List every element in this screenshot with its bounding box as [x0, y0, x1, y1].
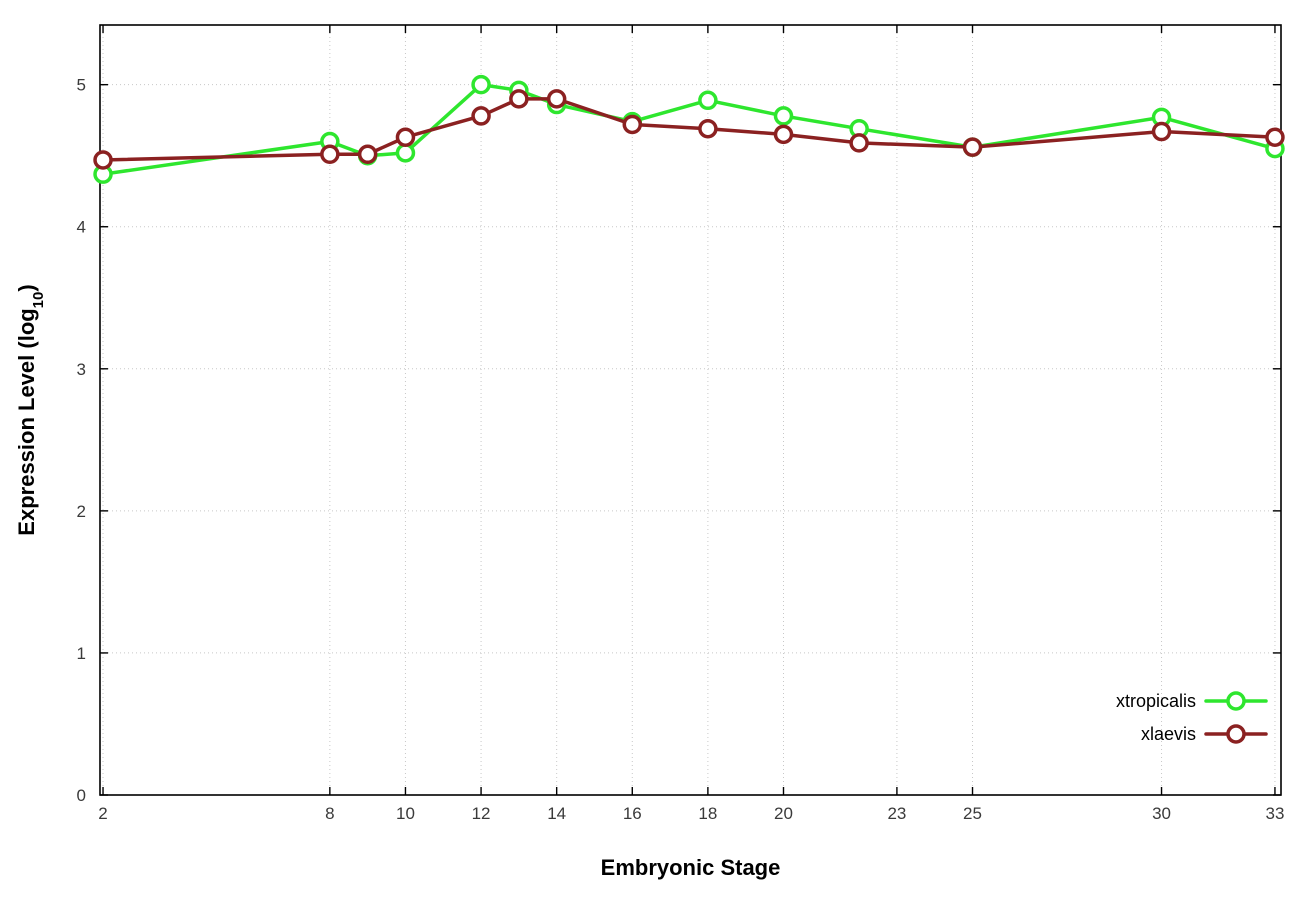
series-marker-xlaevis [1151, 121, 1172, 142]
series-marker-xlaevis [622, 114, 643, 135]
y-tick-label: 5 [77, 76, 86, 95]
x-tick-label: 25 [963, 804, 982, 823]
chart-grid [100, 25, 1281, 796]
x-tick-label: 18 [698, 804, 717, 823]
legend-label-xlaevis: xlaevis [1141, 724, 1196, 744]
y-axis-title-text: Expression Level (log10) [14, 284, 47, 535]
plot-box [99, 24, 1282, 796]
y-axis-title: Expression Level (log10) [14, 284, 47, 535]
x-tick-label: 8 [325, 804, 334, 823]
x-tick-label: 20 [774, 804, 793, 823]
series-marker-xlaevis [320, 144, 340, 165]
series-marker-xlaevis [395, 127, 416, 147]
x-tick-label: 23 [887, 804, 906, 823]
x-tick-label: 12 [472, 804, 491, 823]
plot-border [99, 24, 1282, 796]
series-marker-xlaevis [962, 137, 983, 157]
data-series [93, 74, 1285, 184]
y-tick-label: 3 [77, 360, 86, 379]
y-tick-label: 4 [77, 218, 86, 237]
legend-marker-xtropicalis [1226, 691, 1246, 711]
series-marker-xtropicalis [395, 143, 416, 163]
y-tick-label: 1 [77, 644, 86, 663]
x-axis-title: Embryonic Stage [601, 855, 781, 880]
series-marker-xtropicalis [773, 106, 794, 126]
x-tick-label: 14 [547, 804, 566, 823]
series-marker-xlaevis [471, 106, 491, 126]
axis-ticks [100, 25, 1281, 796]
series-marker-xlaevis [849, 133, 869, 153]
y-tick-label: 0 [77, 786, 86, 805]
series-marker-xlaevis [773, 124, 794, 145]
legend-label-xtropicalis: xtropicalis [1116, 691, 1196, 711]
series-marker-xtropicalis [471, 74, 491, 95]
x-tick-label: 16 [623, 804, 642, 823]
x-tick-label: 10 [396, 804, 415, 823]
legend-marker-xlaevis [1226, 724, 1246, 744]
series-marker-xtropicalis [698, 90, 718, 111]
series-marker-xlaevis [698, 118, 718, 139]
series-line-xlaevis [101, 97, 1277, 162]
series-marker-xlaevis [93, 150, 113, 170]
x-tick-label: 30 [1152, 804, 1171, 823]
series-marker-xlaevis [509, 89, 529, 109]
chart-legend: xtropicalis xlaevis [1116, 691, 1268, 744]
series-marker-xlaevis [1265, 127, 1285, 147]
series-marker-xlaevis [546, 89, 567, 109]
y-tick-label: 2 [77, 502, 86, 521]
x-tick-label: 33 [1265, 804, 1284, 823]
series-line-xtropicalis [101, 82, 1277, 176]
x-tick-label: 2 [98, 804, 107, 823]
series-marker-xlaevis [357, 144, 378, 165]
